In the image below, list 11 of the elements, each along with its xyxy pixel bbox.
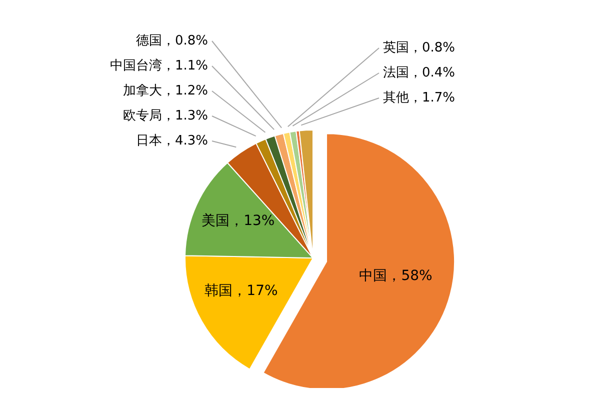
slice-label: 中国台湾，1.1% xyxy=(110,58,208,74)
slice-label: 美国，13% xyxy=(202,213,275,230)
slice-label: 加拿大，1.2% xyxy=(122,84,208,98)
slice-label: 欧专局，1.3% xyxy=(122,108,208,124)
slice-label: 韩国，17% xyxy=(204,282,278,299)
slice-label: 法国，0.4% xyxy=(383,66,456,80)
slice-label: 德国，0.8% xyxy=(136,34,208,48)
slice-label: 其他，1.7% xyxy=(383,90,456,106)
slice-label: 英国，0.8% xyxy=(383,40,456,56)
slice-label: 日本，4.3% xyxy=(136,134,208,148)
slice-label: 中国，58% xyxy=(359,268,432,284)
